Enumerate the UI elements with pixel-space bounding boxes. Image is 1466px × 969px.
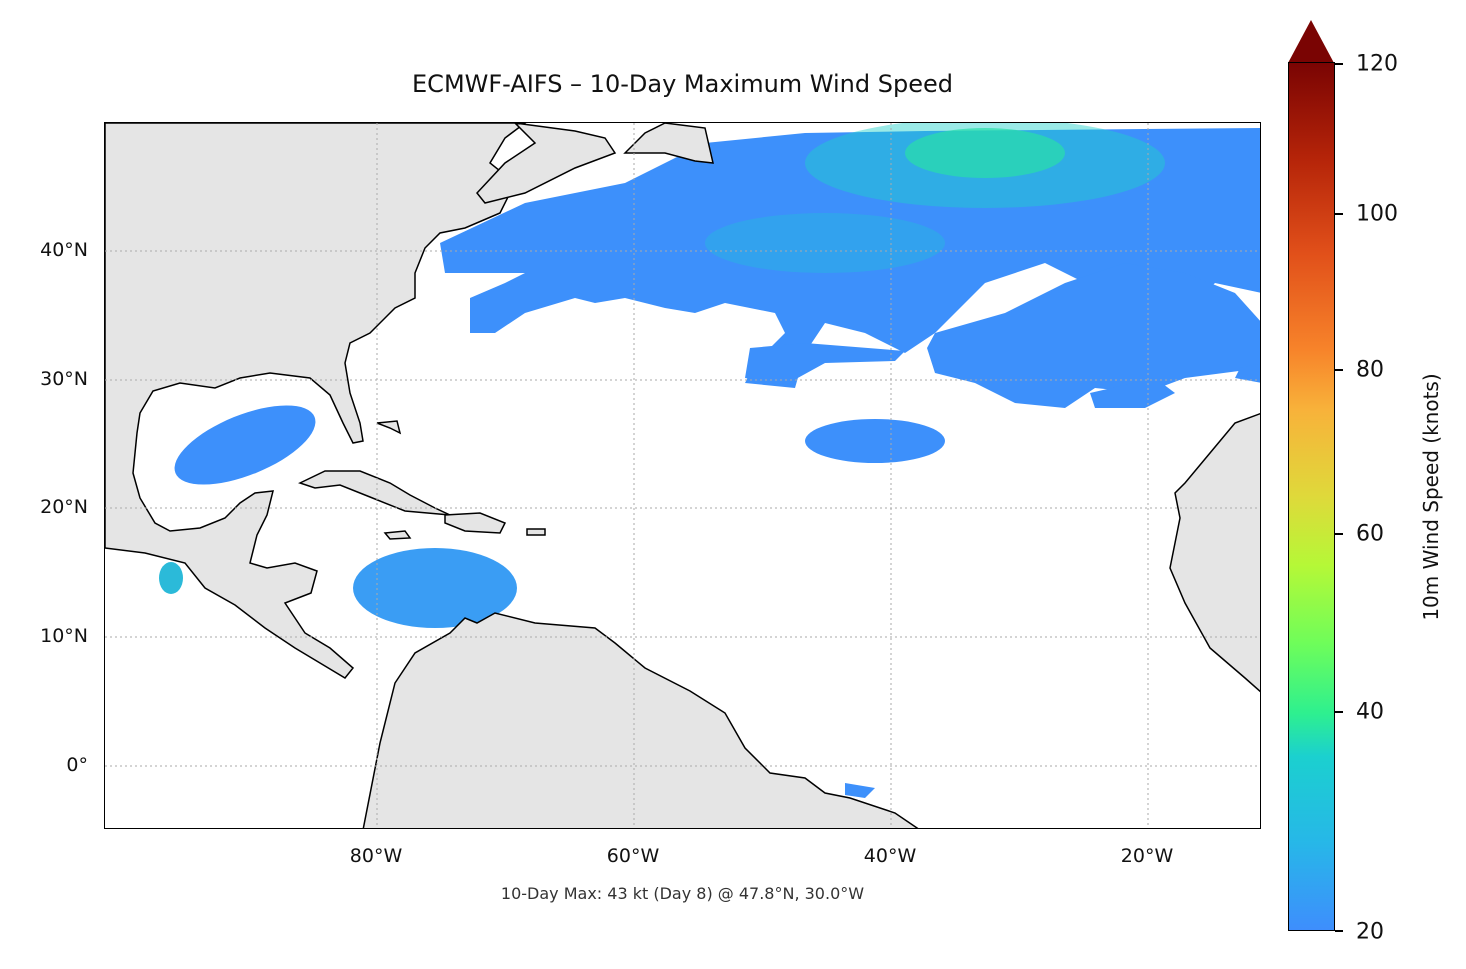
land-bahamas xyxy=(376,420,402,435)
colorbar-label: 10m Wind Speed (knots) xyxy=(1419,373,1443,621)
land-puerto-rico xyxy=(526,528,546,536)
colorbar-tick xyxy=(1335,930,1343,932)
map-title: ECMWF-AIFS – 10-Day Maximum Wind Speed xyxy=(412,70,953,98)
land xyxy=(105,123,1260,828)
wind-swath-subtropical xyxy=(805,419,945,463)
wind-swath-east xyxy=(927,263,1260,408)
lat-tick-label: 40°N xyxy=(40,239,88,261)
land-cuba xyxy=(298,470,451,516)
wind-swath-amazon xyxy=(845,783,875,798)
colorbar-tick-label: 40 xyxy=(1356,699,1384,725)
land-canada-maritimes xyxy=(476,123,617,204)
colorbar-tick xyxy=(1335,369,1343,371)
wind-max-core xyxy=(905,128,1065,178)
wind-core-halo xyxy=(805,123,1165,208)
lon-tick-label: 40°W xyxy=(863,845,917,867)
wind-swath-gulf xyxy=(174,405,316,485)
colorbar-tick xyxy=(1335,63,1343,65)
colorbar-extend-arrow xyxy=(1288,20,1334,63)
land-jamaica xyxy=(383,530,412,540)
wind-core-halo xyxy=(705,213,945,273)
lon-tick-label: 80°W xyxy=(349,845,403,867)
lon-tick-label: 60°W xyxy=(606,845,660,867)
colorbar-tick-label: 100 xyxy=(1356,201,1398,227)
colorbar-tick-label: 20 xyxy=(1356,919,1384,945)
lat-tick-label: 10°N xyxy=(40,625,88,647)
colorbar-tick-label: 60 xyxy=(1356,521,1384,547)
colorbar-tick xyxy=(1335,533,1343,535)
wind-swath-north-atlantic xyxy=(440,128,1260,388)
colorbar-tick-label: 80 xyxy=(1356,357,1384,383)
wind-swath-tehuantepec xyxy=(159,562,183,594)
lat-tick-label: 20°N xyxy=(40,496,88,518)
map-panel xyxy=(104,122,1261,829)
land-south-america xyxy=(362,612,919,828)
wind-swath-caribbean xyxy=(353,548,517,628)
wind-swath-central xyxy=(745,343,905,385)
map-canvas xyxy=(105,123,1260,828)
lon-tick-label: 20°W xyxy=(1120,845,1174,867)
land-north-america xyxy=(105,123,527,679)
land-hispaniola xyxy=(444,512,507,534)
max-summary: 10-Day Max: 43 kt (Day 8) @ 47.8°N, 30.0… xyxy=(500,884,865,903)
lat-tick-label: 0° xyxy=(66,754,88,776)
land-africa xyxy=(1169,412,1260,693)
colorbar xyxy=(1288,62,1335,931)
colorbar-tick xyxy=(1335,711,1343,713)
lat-tick-label: 30°N xyxy=(40,368,88,390)
colorbar-tick-label: 120 xyxy=(1356,51,1398,77)
land-newfoundland xyxy=(623,123,714,164)
colorbar-tick xyxy=(1335,213,1343,215)
wind-swath-east-small xyxy=(1090,378,1175,408)
wind-swath-canary xyxy=(1235,363,1260,383)
